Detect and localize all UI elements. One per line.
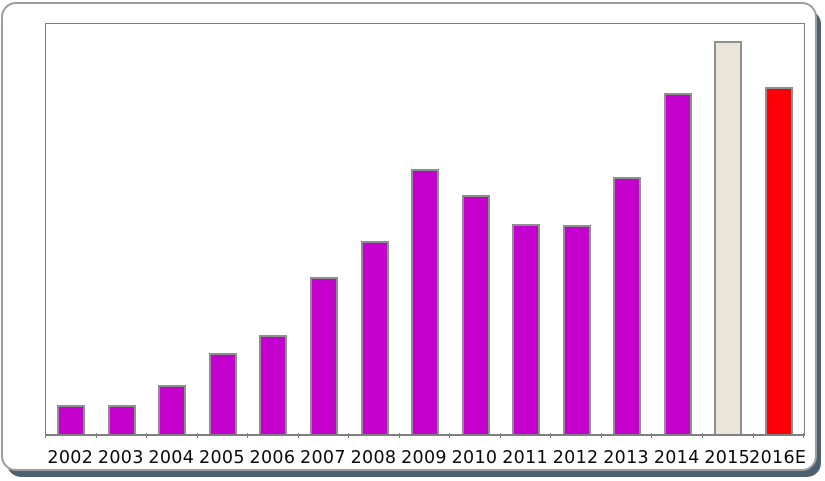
bar-2004 <box>158 384 187 434</box>
axis-tick <box>297 433 299 438</box>
axis-tick <box>600 433 602 438</box>
x-tick-label-2006: 2006 <box>249 448 296 468</box>
axis-tick <box>449 433 451 438</box>
x-tick-label-2008: 2008 <box>350 448 397 468</box>
axis-tick <box>651 433 653 438</box>
bar-2014 <box>663 92 692 434</box>
axis-tick <box>196 433 198 438</box>
bar-2003 <box>107 404 136 434</box>
bar-2009 <box>411 169 439 434</box>
axis-tick <box>752 433 754 438</box>
x-tick-label-2011: 2011 <box>502 448 548 468</box>
plot-area <box>45 23 805 436</box>
bar-2010 <box>461 195 490 434</box>
x-tick-label-2014: 2014 <box>653 448 700 468</box>
bar-2002 <box>57 404 86 434</box>
axis-tick <box>45 433 46 438</box>
bar-2015 <box>714 40 743 434</box>
axis-tick <box>95 433 97 438</box>
x-tick-label-2007: 2007 <box>300 448 346 468</box>
x-tick-label-2005: 2005 <box>199 448 245 468</box>
bar-2013 <box>613 176 642 434</box>
x-tick-label-2002: 2002 <box>47 448 94 468</box>
bar-2011 <box>512 224 541 434</box>
axis-tick <box>146 433 148 438</box>
bar-2016E <box>764 86 793 434</box>
bar-2005 <box>208 353 237 434</box>
axis-tick <box>247 433 249 438</box>
axis-tick <box>803 433 804 438</box>
bar-2007 <box>309 277 338 434</box>
x-tick-label-2012: 2012 <box>552 448 599 468</box>
axis-tick <box>348 433 350 438</box>
x-axis-labels: 2002 2003 2004 2005 2006 2007 2008 2009 2010 2011… <box>45 447 807 471</box>
axis-tick <box>701 433 703 438</box>
x-tick-label-2015: 2015 <box>704 448 751 468</box>
x-tick-label-2013: 2013 <box>603 448 649 468</box>
x-tick-label-2003: 2003 <box>97 448 144 468</box>
x-tick-label-2010: 2010 <box>451 448 498 468</box>
axis-tick <box>550 433 552 438</box>
bar-2006 <box>259 334 288 434</box>
bar-2012 <box>562 224 591 434</box>
x-tick-label-2009: 2009 <box>401 448 447 468</box>
axis-tick <box>398 433 400 438</box>
x-tick-label-2016E: 2016E <box>749 448 807 468</box>
bar-2008 <box>360 241 389 434</box>
axis-tick <box>499 433 501 438</box>
x-tick-label-2004: 2004 <box>148 448 195 468</box>
